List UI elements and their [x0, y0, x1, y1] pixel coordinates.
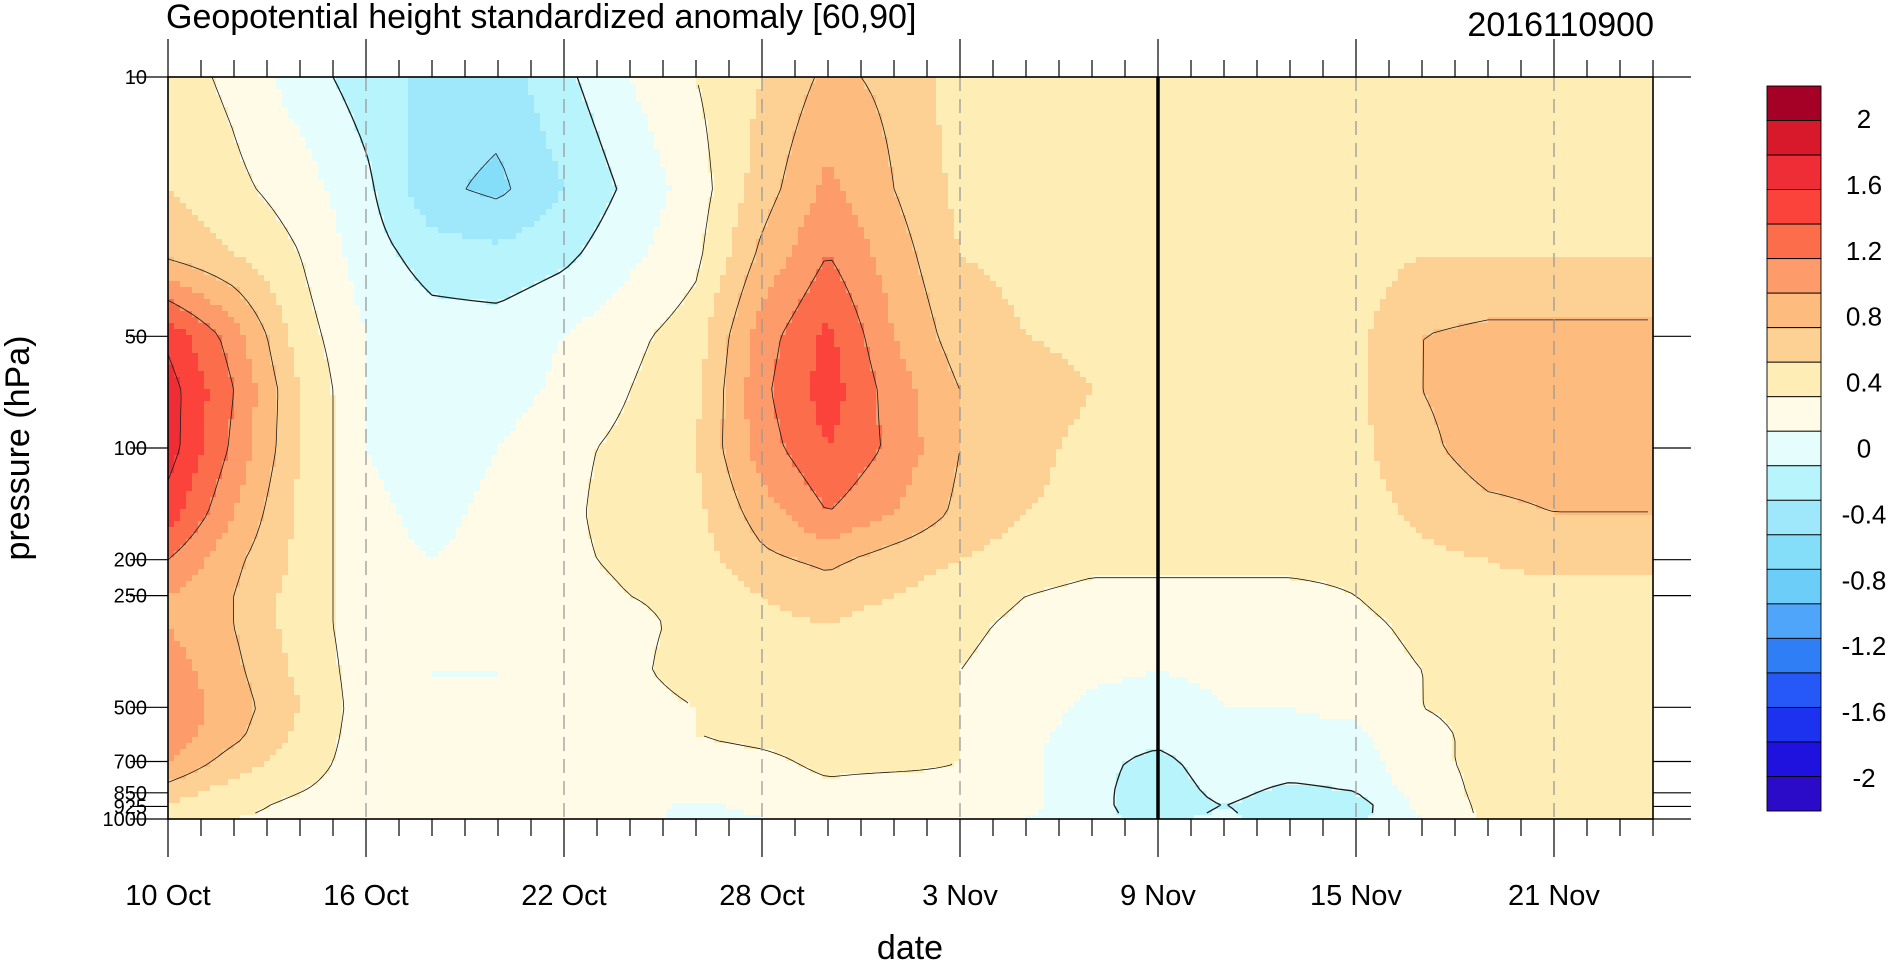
colorbar-label: 0 [1857, 434, 1871, 464]
colorbar-box [1766, 396, 1822, 432]
contour-fills [168, 77, 1653, 819]
colorbar-box [1766, 258, 1822, 294]
colorbar-box [1766, 120, 1822, 156]
colorbar-box [1766, 361, 1822, 398]
y-tick-label: 500 [114, 697, 147, 719]
colorbar-box [1766, 465, 1822, 501]
colorbar-box [1766, 292, 1822, 329]
colorbar: 2 1.6 1.2 0.8 0.4 0 -0.4 -0.8 -1.2 -1.6 -2 [1766, 85, 1887, 812]
colorbar-label: -0.8 [1842, 565, 1887, 595]
colorbar-label: 1.2 [1846, 236, 1882, 266]
y-tick-label: 925 [114, 796, 147, 818]
colorbar-box [1766, 499, 1822, 536]
colorbar-label: 0.4 [1846, 368, 1882, 398]
y-tick-label: 200 [114, 550, 147, 572]
colorbar-box [1766, 327, 1822, 363]
contour-line [211, 77, 1474, 814]
colorbar-label: -1.2 [1842, 631, 1887, 661]
colorbar-box [1766, 706, 1822, 743]
x-tick-label: 16 Oct [323, 880, 408, 912]
colorbar-box [1766, 85, 1822, 121]
x-tick-label: 22 Oct [521, 880, 606, 912]
colorbar-label: 1.6 [1846, 170, 1882, 200]
colorbar-label: -0.4 [1842, 499, 1887, 529]
colorbar-box [1766, 223, 1822, 260]
x-tick-label: 10 Oct [125, 880, 210, 912]
chart-date-stamp: 2016110900 [1467, 6, 1654, 44]
x-tick-label: 28 Oct [719, 880, 804, 912]
colorbar-label: 0.8 [1846, 302, 1882, 332]
colorbar-box [1766, 776, 1822, 812]
colorbar-box [1766, 568, 1822, 605]
colorbar-box [1766, 430, 1822, 467]
contour-line [465, 153, 512, 200]
colorbar-box [1766, 741, 1822, 777]
y-tick-label: 100 [114, 438, 147, 460]
contour-line [168, 77, 1648, 783]
x-axis-ticks: 10 Oct 16 Oct 22 Oct 28 Oct 3 Nov 9 Nov 15 Nov… [125, 39, 1654, 912]
colorbar-box [1766, 189, 1822, 225]
x-tick-label: 15 Nov [1310, 880, 1402, 912]
colorbar-box [1766, 154, 1822, 191]
colorbar-box [1766, 534, 1822, 570]
colorbar-box [1766, 672, 1822, 708]
chart-title: Geopotential height standardized anomaly… [166, 0, 916, 36]
colorbar-label: -1.6 [1842, 697, 1887, 727]
y-tick-label: 50 [125, 326, 147, 348]
y-axis-label: pressure (hPa) [0, 336, 37, 561]
y-tick-label: 10 [125, 67, 147, 89]
x-tick-label: 3 Nov [922, 880, 998, 912]
y-tick-label: 1000 [103, 809, 148, 831]
y-tick-label: 250 [114, 586, 147, 608]
x-tick-label: 21 Nov [1508, 880, 1600, 912]
x-tick-label: 9 Nov [1120, 880, 1196, 912]
colorbar-box [1766, 637, 1822, 674]
y-tick-label: 850 [114, 783, 147, 805]
colorbar-label: 2 [1857, 104, 1871, 134]
y-tick-label: 700 [114, 752, 147, 774]
colorbar-box [1766, 603, 1822, 639]
colorbar-label: -2 [1852, 763, 1875, 793]
x-axis-label: date [877, 929, 943, 963]
